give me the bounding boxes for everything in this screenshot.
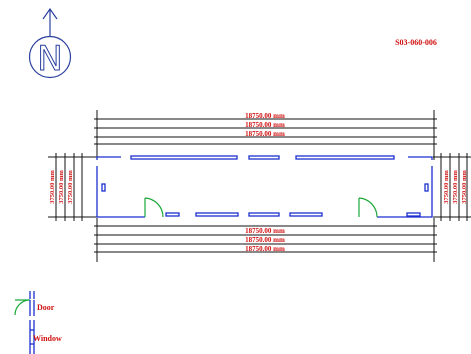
dim-top-1: 18750.00 mm <box>245 112 285 120</box>
dim-bottom-3: 18750.00 mm <box>245 245 285 253</box>
dim-top-3: 18750.00 mm <box>245 130 285 138</box>
right-dimensions: 3750.00 mm 3750.00 mm 3750.00 mm <box>433 153 471 221</box>
north-label: N <box>37 39 62 79</box>
dim-left-1: 3750.00 mm <box>49 170 56 204</box>
north-arrow: N <box>28 7 72 80</box>
legend-window: Window <box>29 320 62 354</box>
top-dimensions: 18750.00 mm 18750.00 mm 18750.00 mm <box>94 110 437 160</box>
bottom-dimensions: 18750.00 mm 18750.00 mm 18750.00 mm <box>94 218 437 262</box>
dim-right-1: 3750.00 mm <box>443 170 450 204</box>
dim-left-3: 3750.00 mm <box>67 170 74 204</box>
dim-right-3: 3750.00 mm <box>461 170 468 204</box>
dim-left-2: 3750.00 mm <box>58 170 65 204</box>
left-dimensions: 3750.00 mm 3750.00 mm 3750.00 mm <box>48 153 98 221</box>
legend-door: Door <box>14 291 55 316</box>
legend-window-label: Window <box>33 334 62 343</box>
plan-door-right <box>358 197 378 218</box>
dim-right-2: 3750.00 mm <box>452 170 459 204</box>
plan-door-left <box>144 197 164 218</box>
legend-door-label: Door <box>37 303 55 312</box>
dim-bottom-1: 18750.00 mm <box>245 227 285 235</box>
dim-bottom-2: 18750.00 mm <box>245 236 285 244</box>
dim-top-2: 18750.00 mm <box>245 121 285 129</box>
drawing-code: S03-060-006 <box>395 38 437 47</box>
building-walls <box>96 155 433 218</box>
